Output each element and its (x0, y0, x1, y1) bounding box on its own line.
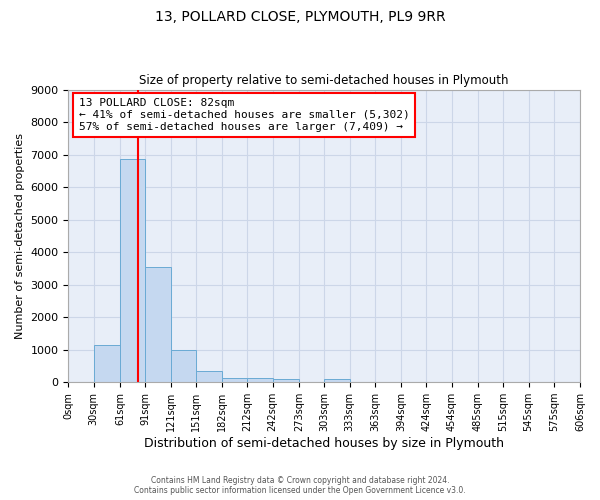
Bar (247, 378, 273, 382)
X-axis label: Distribution of semi-detached houses by size in Plymouth: Distribution of semi-detached houses by … (144, 437, 504, 450)
Title: Size of property relative to semi-detached houses in Plymouth: Size of property relative to semi-detach… (139, 74, 509, 87)
Bar (196, 371, 222, 382)
Bar (94, 345, 120, 382)
Bar (273, 380, 299, 382)
Text: 13, POLLARD CLOSE, PLYMOUTH, PL9 9RR: 13, POLLARD CLOSE, PLYMOUTH, PL9 9RR (155, 10, 445, 24)
Bar (170, 350, 196, 382)
Bar (324, 378, 350, 382)
Text: 13 POLLARD CLOSE: 82sqm
← 41% of semi-detached houses are smaller (5,302)
57% of: 13 POLLARD CLOSE: 82sqm ← 41% of semi-de… (79, 98, 409, 132)
Y-axis label: Number of semi-detached properties: Number of semi-detached properties (15, 133, 25, 339)
Bar (120, 160, 145, 382)
Bar (222, 378, 247, 382)
Bar (145, 267, 170, 382)
Text: Contains HM Land Registry data © Crown copyright and database right 2024.
Contai: Contains HM Land Registry data © Crown c… (134, 476, 466, 495)
